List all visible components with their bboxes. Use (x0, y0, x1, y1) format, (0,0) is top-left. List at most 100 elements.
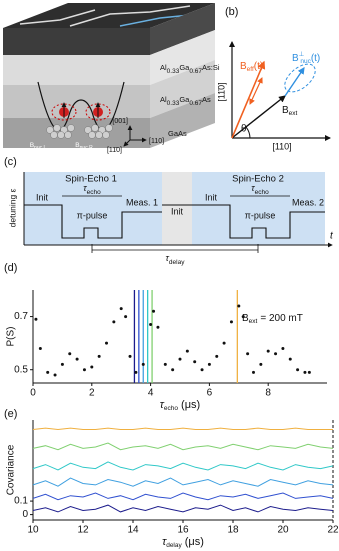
y-tick-label: 0.1 (14, 496, 28, 507)
point (171, 368, 175, 372)
layer-label: Al0.33Ga0.67As:Si (160, 63, 220, 75)
series-line (32, 461, 334, 471)
device-top (3, 3, 215, 28)
label-part: (t) (311, 53, 320, 64)
point (53, 373, 57, 377)
point (105, 341, 108, 345)
x-tick-label: 16 (177, 525, 189, 536)
x-tick-label: 8 (265, 388, 271, 399)
vector-label: Beff(t) (240, 61, 263, 74)
panel-label: (b) (225, 6, 238, 18)
angle-label: θ (241, 124, 247, 135)
label-part: = 200 mT (260, 313, 303, 324)
vector-label: Bext (282, 105, 298, 118)
point (288, 357, 292, 361)
layer-label: Al0.33Ga0.67As (160, 95, 211, 107)
x-tick-label: 4 (148, 388, 154, 399)
point (152, 309, 156, 313)
point (112, 320, 116, 324)
angle-arc (245, 126, 251, 139)
vector-ext (231, 95, 286, 139)
axis-label: [110] (149, 138, 164, 145)
block-title: Spin-Echo 1 (65, 174, 117, 185)
orbit (85, 103, 111, 121)
axis-label: [110] (272, 141, 291, 151)
label-sub: 0.67 (189, 68, 202, 75)
label-sub: nuc,L (34, 145, 46, 151)
side-substrate (150, 93, 215, 148)
label-part: As (202, 95, 211, 104)
point (296, 368, 300, 372)
label-part: τ (83, 183, 87, 193)
axis-arrow (123, 139, 131, 147)
point (97, 354, 101, 358)
orbit (51, 103, 77, 121)
series-line (32, 477, 334, 487)
y-tick-label: 0.5 (14, 364, 28, 375)
label-part: Ga (179, 95, 190, 104)
point (178, 357, 182, 361)
label-sub: ext (289, 110, 298, 117)
point (252, 370, 255, 374)
x-tick-label: 20 (277, 525, 289, 536)
point (241, 315, 245, 319)
y-axis-label: P(S) (6, 327, 17, 347)
point (246, 352, 250, 356)
label-part: Ga (179, 63, 190, 72)
point (119, 307, 123, 311)
label-sub: 0.33 (167, 68, 180, 75)
series-line (32, 427, 333, 431)
y-axis-label: Covariance (6, 444, 17, 495)
series-line (32, 504, 334, 513)
label-sup: ⊥ (299, 51, 305, 58)
series-line (32, 442, 334, 451)
label-part: As:Si (202, 63, 220, 72)
point (200, 368, 204, 372)
point (185, 349, 189, 353)
point (46, 370, 50, 374)
stage-label: Meas. 2 (292, 197, 324, 207)
point (156, 325, 160, 329)
layer-doped (3, 55, 150, 85)
annotation: Bext = 200 mT (242, 313, 303, 326)
side-doped (150, 30, 215, 85)
block-band (24, 172, 162, 245)
label-sub: delay (166, 542, 182, 549)
x-axis-label: τecho (μs) (160, 399, 200, 412)
label-part: B (292, 53, 299, 64)
pulse-label: π-pulse (245, 210, 276, 220)
label-part: Al (160, 95, 167, 104)
label-sub: echo (87, 189, 101, 196)
label-part: B (240, 61, 247, 72)
nuclei (46, 124, 113, 139)
point (141, 362, 145, 366)
x-tick-label: 0 (30, 388, 36, 399)
label-part: B (75, 142, 79, 149)
label-part: B (30, 142, 34, 149)
point (281, 346, 285, 350)
x-tick-label: 12 (77, 525, 89, 536)
x-tick-label: 22 (327, 525, 339, 536)
side-barrier (150, 60, 215, 118)
axis-label: [11̄0] (107, 147, 122, 154)
point (237, 304, 241, 308)
interval-label: τecho (83, 183, 101, 196)
point (128, 354, 132, 358)
label-sub: echo (164, 405, 178, 412)
point (163, 362, 167, 366)
nuc-label: Bnuc,R (75, 142, 93, 152)
x-axis-label: τdelay (μs) (162, 536, 204, 549)
label-part: (μs) (181, 399, 200, 411)
label-part: τ (162, 536, 167, 548)
point (90, 365, 94, 369)
nuc-label: Bnuc,L (30, 142, 47, 152)
point (215, 354, 219, 358)
pulse-label: π-pulse (77, 210, 108, 220)
axis-label: detuning ε (7, 188, 17, 227)
point (60, 362, 64, 366)
point (229, 320, 233, 324)
label-sub: echo (255, 189, 269, 196)
label-part: τ (251, 183, 255, 193)
vector-range (249, 77, 263, 105)
